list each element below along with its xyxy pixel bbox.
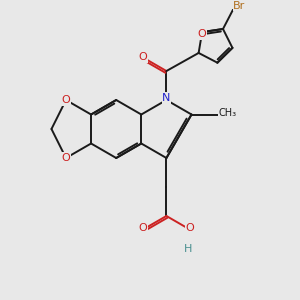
Text: H: H [184, 244, 192, 254]
Text: O: O [61, 95, 70, 105]
Text: O: O [138, 52, 147, 62]
Text: Br: Br [233, 1, 245, 11]
Text: CH₃: CH₃ [219, 108, 237, 118]
Text: O: O [138, 223, 147, 233]
Text: N: N [162, 93, 171, 103]
Text: O: O [198, 29, 206, 39]
Text: O: O [61, 153, 70, 163]
Text: O: O [186, 223, 194, 233]
